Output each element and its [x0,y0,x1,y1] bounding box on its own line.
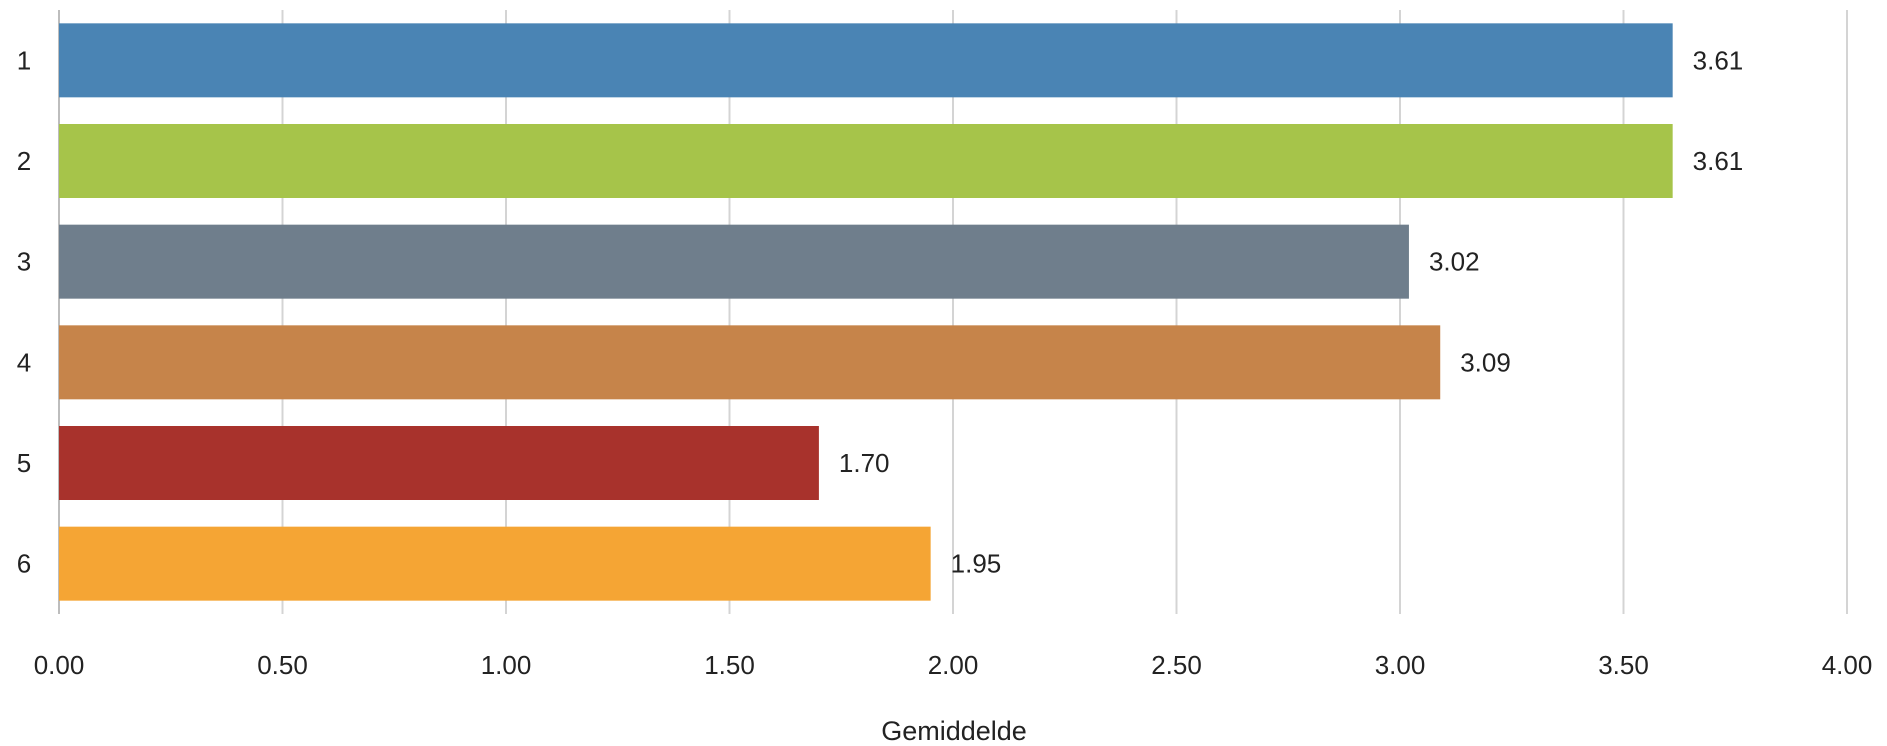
bar-6 [59,526,931,601]
category-label-1: 1 [17,45,31,75]
x-tick-label-5: 2.50 [1151,650,1202,680]
category-labels: 1 2 3 4 5 6 [17,45,31,578]
category-label-4: 4 [17,347,31,377]
category-label-5: 5 [17,448,31,478]
x-tick-label-0: 0.00 [34,650,85,680]
x-tick-labels: 0.00 0.50 1.00 1.50 2.00 2.50 3.00 3.50 4.00 [34,650,1873,680]
bars [59,23,1673,601]
bar-2 [59,124,1673,198]
value-label-3: 3.02 [1429,247,1480,277]
bar-3 [59,224,1409,299]
value-label-4: 3.09 [1460,347,1511,377]
value-label-6: 1.95 [951,549,1002,579]
x-axis-title: Gemiddelde [881,716,1027,746]
value-label-2: 3.61 [1693,146,1744,176]
x-tick-label-4: 2.00 [928,650,979,680]
bar-5 [59,426,819,500]
value-label-5: 1.70 [839,448,890,478]
x-tick-label-3: 1.50 [704,650,755,680]
x-tick-label-8: 4.00 [1822,650,1873,680]
x-tick-label-6: 3.00 [1375,650,1426,680]
category-label-2: 2 [17,146,31,176]
gridlines [58,10,1848,614]
category-label-6: 6 [17,549,31,579]
bar-1 [59,23,1673,98]
category-label-3: 3 [17,247,31,277]
bar-4 [59,325,1441,400]
value-labels: 3.61 3.61 3.02 3.09 1.70 1.95 [839,45,1743,578]
x-tick-label-1: 0.50 [257,650,308,680]
x-tick-label-7: 3.50 [1598,650,1649,680]
x-tick-label-2: 1.00 [481,650,532,680]
value-label-1: 3.61 [1693,45,1744,75]
